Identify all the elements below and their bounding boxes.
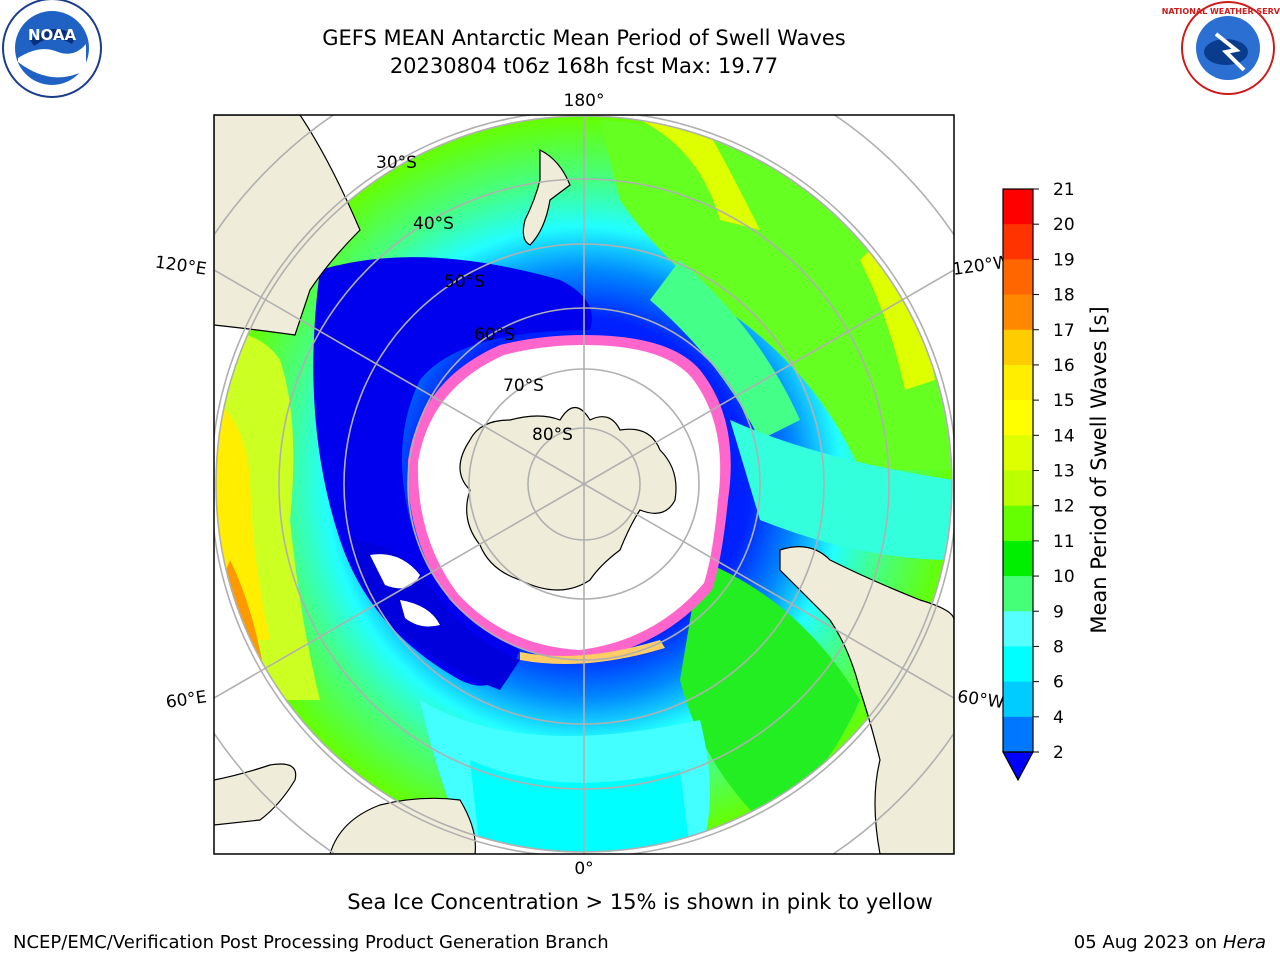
colorbar-tick-label: 15 (1053, 391, 1075, 411)
colorbar-block (1003, 294, 1033, 331)
colorbar-block (1003, 681, 1033, 718)
lat-label-30s: 30°S (376, 153, 417, 173)
lat-label-80s: 80°S (532, 425, 573, 445)
lat-label-40s: 40°S (413, 214, 454, 234)
south-america (779, 546, 954, 854)
sea-ice-caption: Sea Ice Concentration > 15% is shown in … (347, 890, 933, 914)
footer-date-text: 05 Aug 2023 on (1073, 932, 1218, 953)
colorbar-block (1003, 646, 1033, 683)
colorbar-tick-label: 14 (1053, 426, 1075, 446)
chart-title: GEFS MEAN Antarctic Mean Period of Swell… (322, 26, 846, 50)
colorbar-block (1003, 400, 1033, 436)
antarctica (459, 406, 677, 591)
colorbar-tick-label: 21 (1053, 180, 1075, 200)
colorbar-tick-label: 12 (1053, 497, 1075, 517)
latitude-labels: 30°S 40°S 50°S 60°S 70°S 80°S (376, 153, 573, 445)
africa (329, 797, 477, 854)
colorbar-blocks (1003, 189, 1033, 753)
svg-text:NATIONAL WEATHER SERVICE: NATIONAL WEATHER SERVICE (1162, 7, 1280, 16)
colorbar-extend-arrow (1001, 751, 1035, 782)
colorbar-block (1003, 224, 1033, 260)
colorbar-block (1003, 189, 1033, 225)
colorbar-block (1003, 505, 1033, 542)
australia (214, 115, 361, 336)
footer-date: 05 Aug 2023 on Hera (1074, 932, 1266, 953)
chart-subtitle: 20230804 t06z 168h fcst Max: 19.77 (389, 54, 779, 78)
colorbar-tick-label: 19 (1053, 250, 1075, 270)
colorbar-tick-label: 2 (1053, 743, 1064, 763)
map-boundary (215, 115, 953, 853)
map-content: 30°S 40°S 50°S 60°S 70°S 80°S (214, 115, 954, 854)
footer-machine: Hera (1222, 932, 1266, 953)
new-zealand (522, 149, 571, 246)
lat-label-50s: 50°S (444, 272, 485, 292)
lat-label-60s: 60°S (474, 325, 515, 345)
colorbar-block (1003, 611, 1033, 647)
colorbar-tick-label: 20 (1053, 215, 1075, 235)
colorbar-tick-label: 16 (1053, 356, 1075, 376)
svg-text:NOAA: NOAA (28, 26, 77, 44)
logos-layer: NOAA NATIONAL WEATHER SERVICE (2, 0, 1280, 98)
colorbar-tick-label: 10 (1053, 567, 1075, 587)
colorbar-tick-label: 6 (1053, 673, 1064, 693)
colorbar-tick-label: 17 (1053, 321, 1075, 341)
colorbar-label: Mean Period of Swell Waves [s] (1087, 306, 1111, 633)
colorbar-block (1003, 435, 1033, 471)
colorbar-tick-label: 11 (1053, 532, 1075, 552)
colorbar-tick-label: 9 (1053, 602, 1064, 622)
footer-organization: NCEP/EMC/Verification Post Processing Pr… (13, 932, 609, 953)
colorbar-block (1003, 540, 1033, 577)
colorbar-block (1003, 470, 1033, 507)
colorbar-block (1003, 329, 1033, 366)
colorbar-ticks: 21 20 19 18 17 16 15 14 13 12 11 10 9 8 6 4 2 (1033, 180, 1075, 763)
meridians (214, 115, 954, 854)
nws-logo: NATIONAL WEATHER SERVICE (1162, 1, 1280, 95)
colorbar-block (1003, 259, 1033, 296)
lon-label-180: 180° (564, 91, 605, 111)
colorbar-block (1003, 576, 1033, 612)
colorbar-tick-label: 18 (1053, 286, 1075, 306)
lat-label-70s: 70°S (503, 376, 544, 396)
colorbar-tick-label: 13 (1053, 462, 1075, 482)
colorbar-block (1003, 716, 1033, 753)
lon-label-0: 0° (574, 859, 593, 879)
map-frame (213, 114, 955, 855)
colorbar-block (1003, 364, 1033, 401)
colorbar-tick-label: 4 (1053, 708, 1064, 728)
colorbar-tick-label: 8 (1053, 637, 1064, 657)
noaa-logo: NOAA (2, 0, 102, 98)
